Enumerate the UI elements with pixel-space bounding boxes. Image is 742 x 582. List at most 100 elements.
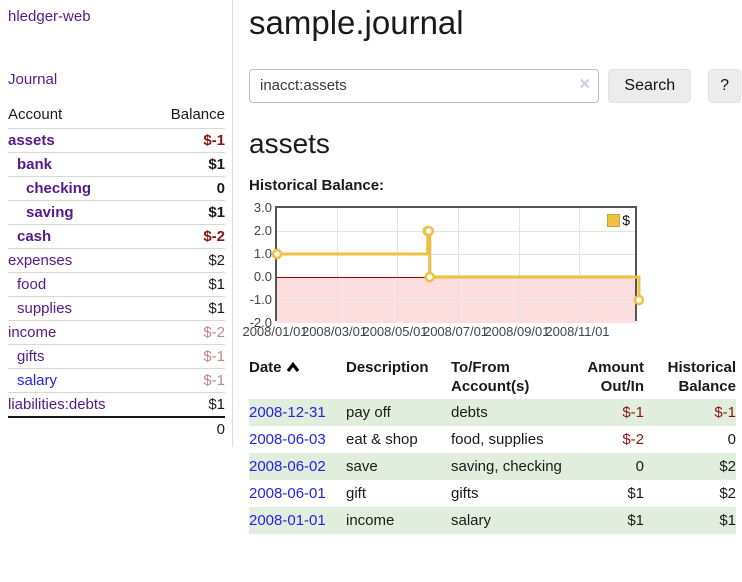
transaction-date-cell: 2008-06-03	[249, 426, 346, 453]
transaction-date-cell: 2008-01-01	[249, 507, 346, 534]
nav-journal-link[interactable]: Journal	[8, 71, 58, 88]
hledger-web-app: hledger-web Journal Account Balance asse…	[8, 0, 741, 535]
account-balance: $-1	[147, 344, 225, 369]
account-cell: assets	[8, 128, 148, 153]
x-axis-tick-label: 2008/05/01	[362, 324, 428, 340]
register-header-accounts: To/From Account(s)	[451, 359, 530, 396]
transaction-date-link[interactable]: 2008-06-03	[249, 431, 326, 449]
account-link-expenses[interactable]: expenses	[8, 252, 73, 269]
app-title-link[interactable]: hledger-web	[8, 8, 91, 25]
transaction-description: save	[346, 458, 378, 476]
account-cell: supplies	[8, 296, 148, 321]
transaction-accounts: saving, checking	[451, 458, 562, 476]
transaction-row: 2008-01-01 income salary $1 $1	[249, 507, 736, 535]
clear-search-icon[interactable]: ×	[579, 73, 591, 95]
account-link-checking[interactable]: checking	[26, 180, 92, 197]
account-balance: $1	[147, 392, 225, 417]
series-path	[277, 229, 641, 301]
account-link-food[interactable]: food	[17, 276, 47, 293]
x-axis-tick-label: 2008/11/01	[545, 324, 610, 340]
data-point-marker	[633, 294, 645, 306]
transaction-date-link[interactable]: 2008-12-31	[249, 404, 326, 422]
transaction-row: 2008-06-01 gift gifts $1 $2	[249, 480, 736, 507]
account-row: cash $-2	[8, 224, 225, 249]
x-gridline	[337, 208, 338, 320]
account-cell: expenses	[8, 248, 148, 273]
account-row: food $1	[8, 272, 225, 297]
accounts-header-balance: Balance	[170, 106, 225, 123]
account-link-liabilities-debts[interactable]: liabilities:debts	[8, 396, 106, 413]
transaction-date-cell: 2008-06-02	[249, 453, 346, 480]
chart-x-axis: 2008/01/01 2008/03/01 2008/05/01 2008/07/01…	[242, 321, 637, 340]
transaction-amount: $1	[627, 512, 644, 530]
account-row: gifts $-1	[8, 344, 225, 369]
account-link-supplies[interactable]: supplies	[17, 300, 73, 317]
account-row: liabilities:debts $1	[8, 392, 225, 417]
account-cell: income	[8, 320, 148, 345]
transaction-row: 2008-06-02 save saving, checking 0 $2	[249, 453, 736, 481]
account-link-income[interactable]: income	[8, 324, 57, 341]
account-link-saving[interactable]: saving	[26, 204, 74, 221]
x-axis-tick-label: 2008/07/01	[422, 324, 489, 340]
transaction-accounts: debts	[451, 404, 488, 422]
account-balance: $-2	[147, 224, 225, 249]
y-axis-tick-label: -1.0	[249, 292, 272, 308]
account-balance: $2	[147, 248, 225, 273]
balance-line-series	[271, 225, 645, 306]
transaction-description: gift	[346, 485, 367, 503]
legend-label: $	[622, 212, 630, 229]
account-link-salary[interactable]: salary	[17, 372, 58, 389]
transaction-description: income	[346, 512, 395, 530]
transaction-row: 2008-12-31 pay off debts $-1 $-1	[249, 399, 736, 427]
help-button[interactable]: ?	[708, 68, 741, 103]
transaction-date-link[interactable]: 2008-06-01	[249, 485, 326, 503]
data-point-marker	[271, 248, 283, 260]
transaction-description: pay off	[346, 404, 391, 422]
account-link-assets[interactable]: assets	[8, 132, 55, 149]
accounts-header-account: Account	[8, 106, 63, 123]
account-link-gifts[interactable]: gifts	[17, 348, 45, 365]
chart-title: Historical Balance:	[249, 177, 385, 195]
account-cell: bank	[8, 152, 148, 177]
transaction-accounts: salary	[451, 512, 492, 530]
y-axis-tick-label: 2.0	[253, 223, 272, 239]
y-gridline	[277, 231, 635, 233]
transaction-accounts: gifts	[451, 485, 479, 503]
transaction-date-cell: 2008-12-31	[249, 399, 346, 426]
account-balance: $-1	[147, 128, 225, 153]
search-input[interactable]	[249, 68, 600, 103]
account-link-cash[interactable]: cash	[17, 228, 52, 245]
account-cell: salary	[8, 368, 148, 393]
account-balance: $1	[147, 152, 225, 177]
x-axis-tick-label: 2008/09/01	[484, 324, 550, 340]
register-header-amount: Amount Out/In	[587, 359, 644, 396]
legend-swatch-icon	[607, 213, 621, 227]
account-cell: saving	[8, 200, 148, 225]
transaction-date-link[interactable]: 2008-06-02	[249, 458, 326, 476]
x-gridline	[579, 208, 580, 320]
account-link-bank[interactable]: bank	[17, 156, 53, 173]
account-balance: $1	[147, 200, 225, 225]
register-header-row: Date Description To/From Account(s) Amou…	[249, 355, 736, 399]
account-cell: gifts	[8, 344, 148, 369]
x-axis-tick-label: 2008/03/01	[301, 324, 368, 340]
search-form: × Search ?	[249, 68, 741, 103]
transaction-description: eat & shop	[346, 431, 418, 449]
accounts-total-row: 0	[8, 416, 225, 441]
transaction-amount: $-2	[622, 431, 644, 449]
transaction-date-cell: 2008-06-01	[249, 480, 346, 507]
historical-balance-chart: $ 3.0 2.0 1.0 0.0 -1.0 -2.0	[249, 201, 741, 330]
search-button[interactable]: Search	[608, 68, 692, 103]
transaction-date-link[interactable]: 2008-01-01	[249, 512, 326, 530]
transaction-row: 2008-06-03 eat & shop food, supplies $-2 0	[249, 426, 736, 453]
account-row: supplies $1	[8, 296, 225, 321]
transaction-amount: 0	[635, 458, 644, 476]
register-header-date[interactable]: Date	[249, 355, 346, 399]
accounts-total-spacer	[8, 416, 148, 441]
register-header-description: Description	[346, 359, 429, 377]
transaction-amount: $-1	[622, 404, 644, 422]
account-balance: 0	[147, 176, 225, 201]
account-balance: $1	[147, 296, 225, 321]
transaction-balance: $2	[719, 485, 736, 503]
register-header-balance: Historical Balance	[667, 359, 736, 396]
